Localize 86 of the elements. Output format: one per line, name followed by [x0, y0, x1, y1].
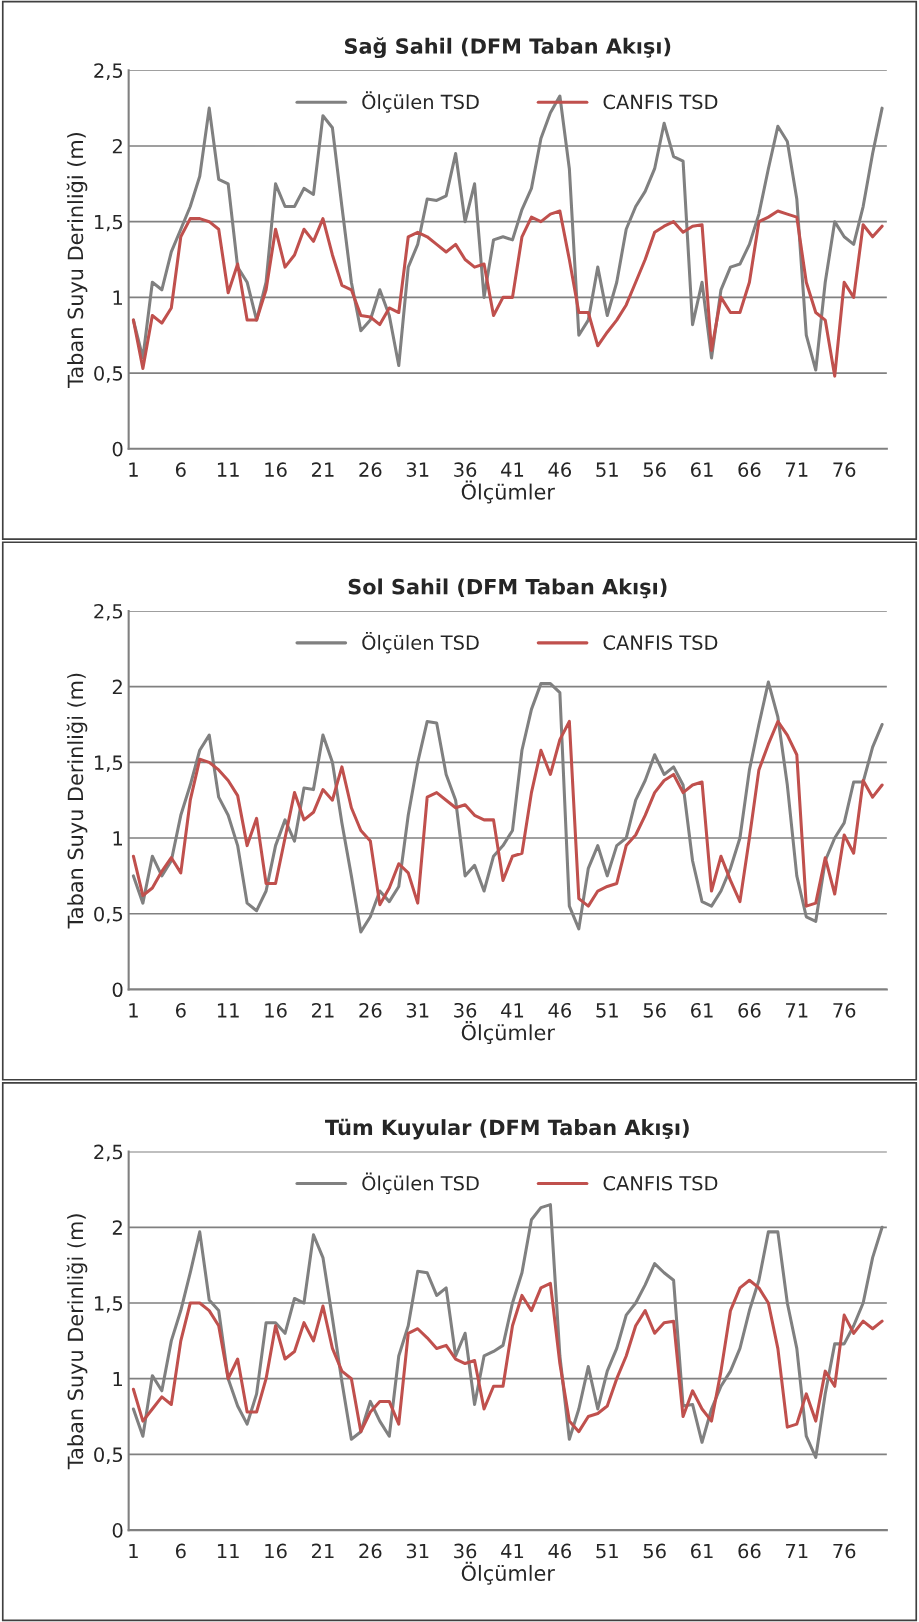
x-tick-label: 46: [548, 462, 572, 477]
y-tick-label: 0,5: [94, 366, 123, 383]
legend-label: Ölçülen TSD: [362, 1172, 479, 1195]
line-series: [131, 719, 884, 908]
x-tick-label: 6: [175, 1002, 186, 1018]
x-tick-label: 1: [129, 462, 138, 477]
legend-label: CANFIS TSD: [603, 94, 718, 110]
x-tick-label: 21: [312, 462, 334, 477]
x-tick-label: 31: [406, 462, 429, 477]
x-tick-label: 71: [786, 1543, 808, 1559]
x-tick-label: 46: [548, 1543, 572, 1559]
y-axis-title: Taban Suyu Derinliği (m): [66, 1214, 88, 1470]
legend-label: Ölçülen TSD: [362, 631, 479, 654]
x-tick-label: 21: [312, 1002, 334, 1018]
x-tick-label: 36: [454, 1543, 477, 1559]
y-tick-label: 2: [112, 679, 122, 695]
x-tick-label: 61: [691, 1002, 713, 1018]
x-tick-label: 36: [454, 1002, 477, 1018]
x-tick-label: 41: [501, 462, 524, 477]
y-tick-label: 1,5: [95, 1296, 123, 1313]
x-tick-label: 1: [129, 1543, 138, 1559]
x-tick-label: 11: [217, 462, 239, 477]
y-tick-label: 1,5: [95, 755, 123, 772]
legend-label: CANFIS TSD: [603, 1175, 718, 1191]
y-tick-label: 2,5: [94, 1144, 123, 1162]
y-tick-label: 1: [113, 1371, 122, 1387]
y-tick-label: 2: [112, 1220, 122, 1235]
x-tick-label: 11: [217, 1003, 239, 1018]
x-tick-label: 56: [643, 462, 666, 477]
y-tick-label: 0: [112, 441, 123, 457]
chart-title: Sol Sahil (DFM Taban Akışı): [348, 578, 667, 599]
legend-label: CANFIS TSD: [603, 635, 718, 650]
line-series: [131, 680, 884, 934]
x-tick-label: 21: [312, 1543, 334, 1559]
x-tick-label: 76: [833, 1543, 856, 1559]
x-tick-label: 56: [643, 1543, 666, 1559]
x-tick-label: 51: [596, 462, 618, 477]
x-tick-label: 1: [129, 1003, 138, 1018]
x-tick-label: 16: [265, 1543, 287, 1559]
x-tick-label: 16: [265, 1002, 287, 1018]
x-tick-label: 31: [406, 1002, 429, 1018]
y-tick-label: 1: [113, 290, 122, 305]
y-tick-label: 0: [112, 1523, 123, 1538]
x-axis-title: Ölçümler: [461, 1021, 555, 1045]
y-tick-label: 2: [112, 138, 122, 154]
chart-title: Tüm Kuyular (DFM Taban Akışı): [325, 1118, 689, 1140]
x-tick-label: 76: [833, 462, 856, 477]
line-series: [131, 1278, 884, 1434]
y-tick-label: 0,5: [94, 1447, 123, 1465]
x-tick-label: 76: [833, 1002, 856, 1018]
x-tick-label: 56: [643, 1002, 666, 1018]
x-tick-label: 46: [548, 1002, 572, 1018]
x-axis-title: Ölçümler: [461, 480, 555, 504]
x-tick-label: 16: [265, 462, 287, 477]
legend-label: Ölçülen TSD: [362, 91, 479, 113]
x-tick-label: 61: [691, 1543, 713, 1559]
line-series: [131, 1203, 884, 1459]
x-tick-label: 51: [596, 1003, 618, 1018]
x-tick-label: 6: [175, 462, 186, 477]
y-axis-title: Taban Suyu Derinliği (m): [66, 132, 88, 388]
y-tick-label: 2,5: [94, 63, 123, 80]
x-tick-label: 6: [175, 1543, 186, 1559]
x-tick-label: 41: [501, 1003, 524, 1018]
x-tick-label: 36: [454, 462, 477, 477]
chart-title: Sağ Sahil (DFM Taban Akışı): [344, 37, 671, 59]
y-tick-label: 1,5: [95, 214, 123, 232]
y-tick-label: 0,5: [94, 906, 123, 924]
x-tick-label: 26: [359, 1002, 382, 1018]
x-tick-label: 66: [738, 1002, 761, 1018]
x-tick-label: 71: [786, 1003, 808, 1018]
x-tick-label: 11: [217, 1543, 239, 1559]
x-tick-label: 31: [406, 1543, 429, 1559]
x-tick-label: 66: [738, 462, 761, 477]
y-tick-label: 1: [113, 831, 122, 846]
x-tick-label: 61: [691, 462, 713, 477]
y-axis-title: Taban Suyu Derinliği (m): [66, 673, 88, 929]
x-tick-label: 26: [359, 1543, 382, 1559]
line-series: [131, 209, 884, 378]
x-axis-title: Ölçümler: [461, 1561, 555, 1585]
x-tick-label: 41: [501, 1543, 524, 1559]
x-tick-label: 66: [738, 1543, 761, 1559]
y-tick-label: 2,5: [94, 603, 123, 621]
x-tick-label: 51: [596, 1543, 618, 1559]
x-tick-label: 71: [786, 462, 808, 477]
x-tick-label: 26: [359, 462, 382, 477]
y-tick-label: 0: [112, 982, 123, 998]
